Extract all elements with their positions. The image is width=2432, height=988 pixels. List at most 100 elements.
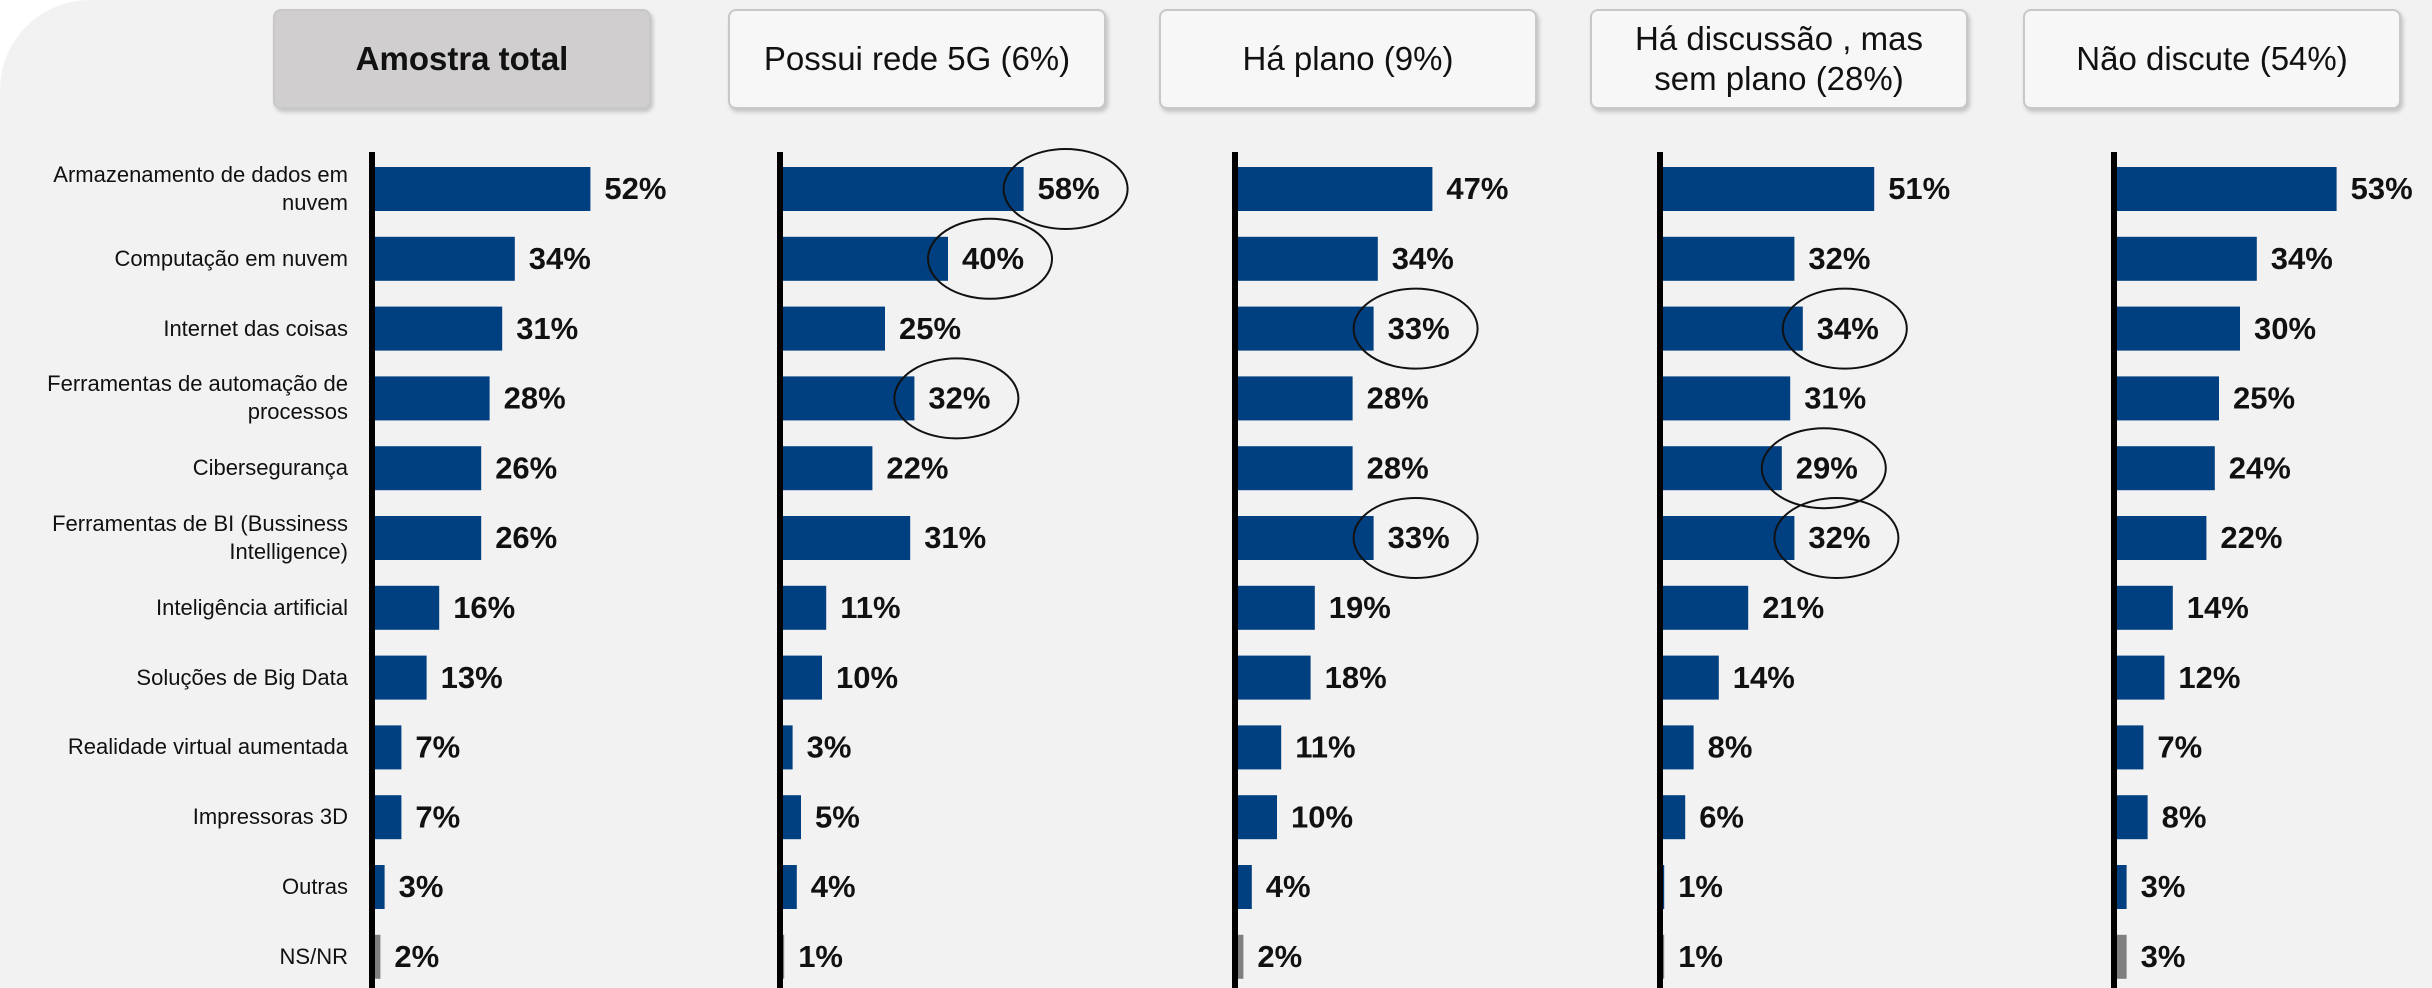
value-label: 31% [924, 520, 986, 555]
bar [1235, 446, 1353, 491]
bar [1235, 725, 1282, 770]
bar [780, 725, 793, 770]
value-label: 3% [2141, 939, 2186, 974]
panel-header: Possui rede 5G (6%) [728, 9, 1106, 109]
bar [372, 306, 503, 351]
bar [1660, 376, 1791, 421]
bar [1235, 236, 1378, 281]
bar [1235, 167, 1433, 211]
value-label: 16% [453, 590, 515, 625]
value-label: 19% [1329, 590, 1391, 625]
bar [1660, 725, 1694, 770]
bar [2114, 865, 2127, 909]
highlight-circle [893, 357, 1020, 440]
value-label: 26% [495, 450, 557, 485]
category-label: Outras [281, 874, 348, 899]
bar [1235, 655, 1311, 700]
bar [372, 865, 385, 909]
bar [780, 655, 822, 700]
value-label: 34% [529, 241, 591, 276]
bar [372, 585, 440, 630]
bar [1660, 585, 1749, 630]
value-label: 3% [2141, 869, 2186, 904]
value-label: 28% [1367, 381, 1429, 416]
panel-header: Há discussão , mas sem plano (28%) [1590, 9, 1968, 109]
category-label: Internet das coisas [163, 315, 348, 341]
bar [2114, 167, 2337, 211]
value-label: 1% [1678, 869, 1723, 904]
bar [780, 585, 827, 630]
bar [2114, 655, 2165, 700]
value-label: 22% [886, 450, 948, 485]
bar [780, 306, 885, 351]
value-label: 32% [928, 381, 990, 416]
bar [372, 516, 482, 560]
value-label: 32% [1808, 520, 1870, 555]
value-label: 34% [1392, 241, 1454, 276]
category-label: Ferramentas de automação de processos [47, 371, 348, 425]
value-label: 34% [2271, 241, 2333, 276]
bar [1235, 516, 1374, 560]
bar [372, 167, 591, 211]
value-label: 1% [1678, 939, 1723, 974]
value-label: 31% [516, 311, 578, 346]
value-label: 7% [415, 730, 460, 765]
value-label: 11% [1295, 730, 1355, 765]
bar [372, 236, 515, 281]
value-label: 52% [604, 171, 666, 206]
bar [1660, 446, 1782, 491]
bar [780, 795, 801, 840]
value-label: 18% [1325, 660, 1387, 695]
value-label: 28% [504, 381, 566, 416]
bar [372, 795, 402, 840]
bar [1235, 585, 1315, 630]
category-label: Inteligência artificial [156, 594, 348, 620]
panel-header: Há plano (9%) [1159, 9, 1537, 109]
value-label: 40% [962, 241, 1024, 276]
category-label: Cibersegurança [192, 455, 348, 481]
category-label: Impressoras 3D [192, 804, 348, 830]
bar [780, 236, 948, 281]
bar [2114, 446, 2215, 491]
value-label: 1% [798, 939, 843, 974]
value-label: 26% [495, 520, 557, 555]
value-label: 33% [1388, 311, 1450, 346]
value-label: 2% [394, 939, 439, 974]
bar [1660, 655, 1719, 700]
bar [780, 376, 915, 421]
panel-header: Amostra total [273, 9, 651, 109]
value-label: 29% [1796, 450, 1858, 485]
value-label: 4% [1266, 869, 1311, 904]
value-label: 31% [1804, 381, 1866, 416]
highlight-circle [1352, 497, 1479, 579]
bar [1660, 795, 1686, 840]
value-label: 6% [1699, 799, 1744, 834]
highlight-circle [927, 217, 1053, 300]
bar [2114, 376, 2219, 421]
value-label: 4% [811, 869, 856, 904]
bar [1235, 934, 1244, 979]
value-label: 25% [2233, 381, 2295, 416]
bar [2114, 725, 2144, 770]
bar [1235, 795, 1277, 840]
bar [372, 725, 402, 770]
value-label: 21% [1762, 590, 1824, 625]
value-label: 25% [899, 311, 961, 346]
bar [1660, 516, 1795, 560]
bar [372, 655, 427, 700]
value-label: 8% [1708, 730, 1753, 765]
value-label: 7% [415, 799, 460, 834]
bar [780, 167, 1024, 211]
value-label: 10% [1291, 799, 1353, 834]
bar [2114, 585, 2173, 630]
value-label: 32% [1808, 241, 1870, 276]
value-label: 14% [2187, 590, 2249, 625]
category-label: Ferramentas de BI (Bussiness Intelligenc… [52, 511, 348, 564]
bar [372, 376, 490, 421]
value-label: 24% [2229, 450, 2291, 485]
bar [2114, 934, 2127, 979]
bar [2114, 236, 2257, 281]
bar [1235, 865, 1252, 909]
bar [2114, 795, 2148, 840]
